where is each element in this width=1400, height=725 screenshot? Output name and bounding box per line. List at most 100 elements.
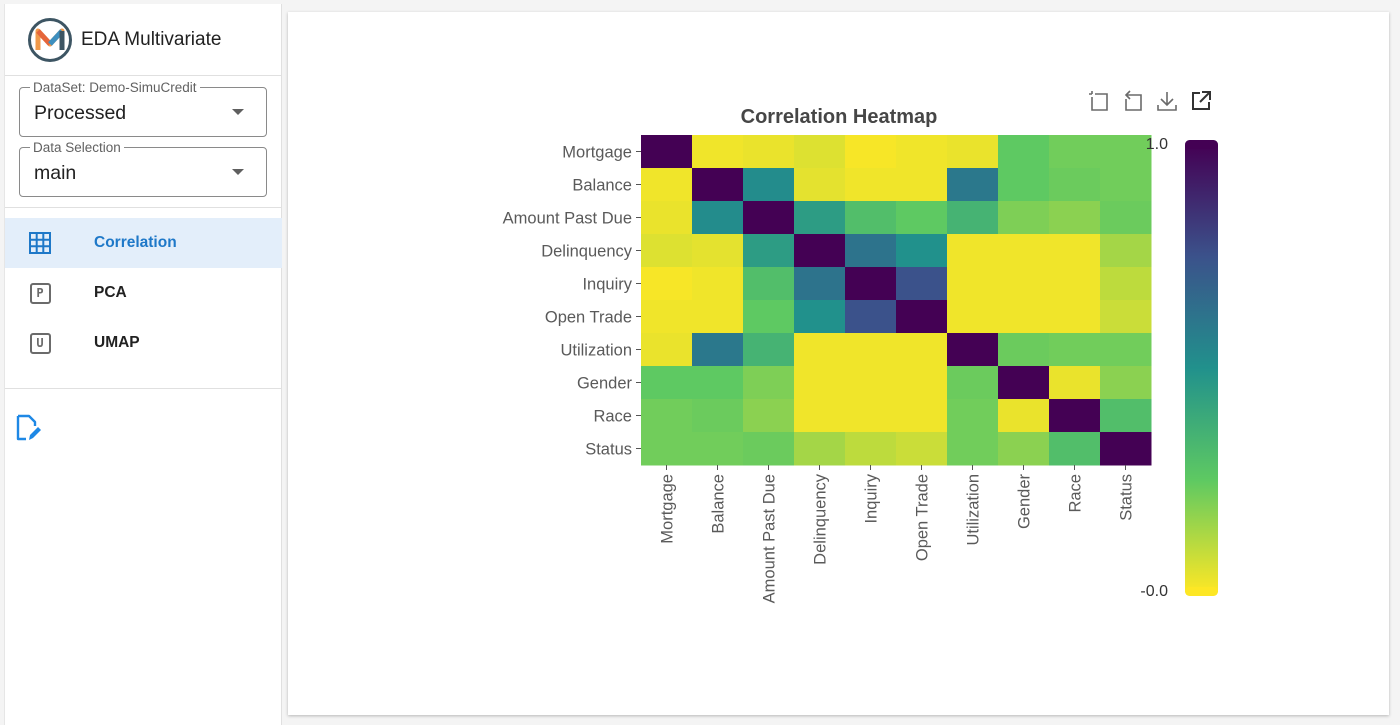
heatmap-cell[interactable] xyxy=(641,267,693,301)
heatmap-cell[interactable] xyxy=(743,300,795,334)
heatmap-cell[interactable] xyxy=(794,432,846,466)
heatmap-cell[interactable] xyxy=(998,300,1050,334)
heatmap-cell[interactable] xyxy=(998,267,1050,301)
heatmap-cell[interactable] xyxy=(947,399,999,433)
heatmap-cell[interactable] xyxy=(896,399,948,433)
heatmap-cell[interactable] xyxy=(1049,300,1101,334)
nav-item-pca[interactable]: P PCA xyxy=(5,268,282,318)
heatmap-cell[interactable] xyxy=(1100,399,1152,433)
heatmap-cell[interactable] xyxy=(794,333,846,367)
heatmap-cell[interactable] xyxy=(692,432,744,466)
heatmap-cell[interactable] xyxy=(794,399,846,433)
heatmap-cell[interactable] xyxy=(743,267,795,301)
heatmap-cell[interactable] xyxy=(845,366,897,400)
zoom-reset-icon[interactable] xyxy=(1122,90,1144,112)
heatmap-cell[interactable] xyxy=(1100,333,1152,367)
heatmap-cell[interactable] xyxy=(845,399,897,433)
heatmap-cell[interactable] xyxy=(743,234,795,268)
heatmap-cell[interactable] xyxy=(743,432,795,466)
heatmap-cell[interactable] xyxy=(692,399,744,433)
colorbar-bottom-handle[interactable] xyxy=(1185,587,1218,596)
heatmap-cell[interactable] xyxy=(896,234,948,268)
heatmap-cell[interactable] xyxy=(641,234,693,268)
heatmap-cell[interactable] xyxy=(896,366,948,400)
heatmap-cell[interactable] xyxy=(794,300,846,334)
heatmap-cell[interactable] xyxy=(845,432,897,466)
heatmap-cell[interactable] xyxy=(998,168,1050,202)
heatmap-cell[interactable] xyxy=(743,201,795,235)
heatmap-cell[interactable] xyxy=(641,399,693,433)
heatmap-cell[interactable] xyxy=(743,135,795,169)
heatmap-cell[interactable] xyxy=(692,333,744,367)
data-selection-select[interactable]: Data Selection main xyxy=(19,140,267,197)
heatmap-cell[interactable] xyxy=(1049,168,1101,202)
heatmap-cell[interactable] xyxy=(794,201,846,235)
heatmap-cell[interactable] xyxy=(1049,399,1101,433)
heatmap-cell[interactable] xyxy=(641,333,693,367)
colorbar[interactable] xyxy=(1185,145,1218,592)
heatmap-cell[interactable] xyxy=(1049,135,1101,169)
heatmap-cell[interactable] xyxy=(641,300,693,334)
heatmap-cell[interactable] xyxy=(998,234,1050,268)
heatmap-cell[interactable] xyxy=(692,234,744,268)
heatmap-cell[interactable] xyxy=(794,168,846,202)
heatmap-cell[interactable] xyxy=(743,333,795,367)
heatmap-cell[interactable] xyxy=(998,201,1050,235)
heatmap-cell[interactable] xyxy=(896,432,948,466)
heatmap-cell[interactable] xyxy=(743,168,795,202)
heatmap-cell[interactable] xyxy=(1100,201,1152,235)
heatmap-cell[interactable] xyxy=(641,135,693,169)
heatmap-cell[interactable] xyxy=(1100,234,1152,268)
heatmap-cell[interactable] xyxy=(845,300,897,334)
heatmap-cell[interactable] xyxy=(1049,201,1101,235)
heatmap-cell[interactable] xyxy=(947,432,999,466)
heatmap-cell[interactable] xyxy=(794,267,846,301)
heatmap-cell[interactable] xyxy=(896,168,948,202)
open-external-icon[interactable] xyxy=(1190,90,1212,112)
heatmap-cell[interactable] xyxy=(998,399,1050,433)
heatmap-cell[interactable] xyxy=(947,234,999,268)
heatmap-cell[interactable] xyxy=(1049,366,1101,400)
heatmap-cell[interactable] xyxy=(845,135,897,169)
heatmap-cell[interactable] xyxy=(845,168,897,202)
heatmap-cell[interactable] xyxy=(947,333,999,367)
heatmap-cell[interactable] xyxy=(743,399,795,433)
nav-item-umap[interactable]: U UMAP xyxy=(5,318,282,368)
heatmap-cell[interactable] xyxy=(1100,300,1152,334)
heatmap-cell[interactable] xyxy=(641,168,693,202)
heatmap-cell[interactable] xyxy=(896,300,948,334)
heatmap-cell[interactable] xyxy=(896,267,948,301)
nav-item-correlation[interactable]: Correlation xyxy=(5,218,282,268)
heatmap-cell[interactable] xyxy=(1100,432,1152,466)
heatmap-cell[interactable] xyxy=(947,135,999,169)
heatmap-cell[interactable] xyxy=(845,201,897,235)
colorbar-top-handle[interactable] xyxy=(1185,140,1218,149)
heatmap-cell[interactable] xyxy=(947,267,999,301)
heatmap-cell[interactable] xyxy=(1100,135,1152,169)
heatmap-cell[interactable] xyxy=(641,366,693,400)
dataset-select[interactable]: DataSet: Demo-SimuCredit Processed xyxy=(19,80,267,137)
heatmap-cell[interactable] xyxy=(794,234,846,268)
heatmap-cell[interactable] xyxy=(896,201,948,235)
heatmap-cell[interactable] xyxy=(845,267,897,301)
heatmap-cell[interactable] xyxy=(641,432,693,466)
heatmap-cell[interactable] xyxy=(845,333,897,367)
heatmap-cell[interactable] xyxy=(692,366,744,400)
heatmap-cell[interactable] xyxy=(947,300,999,334)
heatmap-cell[interactable] xyxy=(1049,234,1101,268)
heatmap-cell[interactable] xyxy=(641,201,693,235)
heatmap-cell[interactable] xyxy=(947,201,999,235)
heatmap-cell[interactable] xyxy=(998,333,1050,367)
heatmap-cell[interactable] xyxy=(692,168,744,202)
heatmap-cell[interactable] xyxy=(896,135,948,169)
heatmap-cell[interactable] xyxy=(1100,168,1152,202)
heatmap-cell[interactable] xyxy=(998,366,1050,400)
heatmap-cell[interactable] xyxy=(1049,333,1101,367)
heatmap-cell[interactable] xyxy=(1049,267,1101,301)
edit-document-icon[interactable] xyxy=(15,414,41,442)
heatmap-cell[interactable] xyxy=(1100,366,1152,400)
heatmap-cell[interactable] xyxy=(896,333,948,367)
heatmap-cell[interactable] xyxy=(692,300,744,334)
heatmap-cell[interactable] xyxy=(743,366,795,400)
heatmap-cell[interactable] xyxy=(947,366,999,400)
